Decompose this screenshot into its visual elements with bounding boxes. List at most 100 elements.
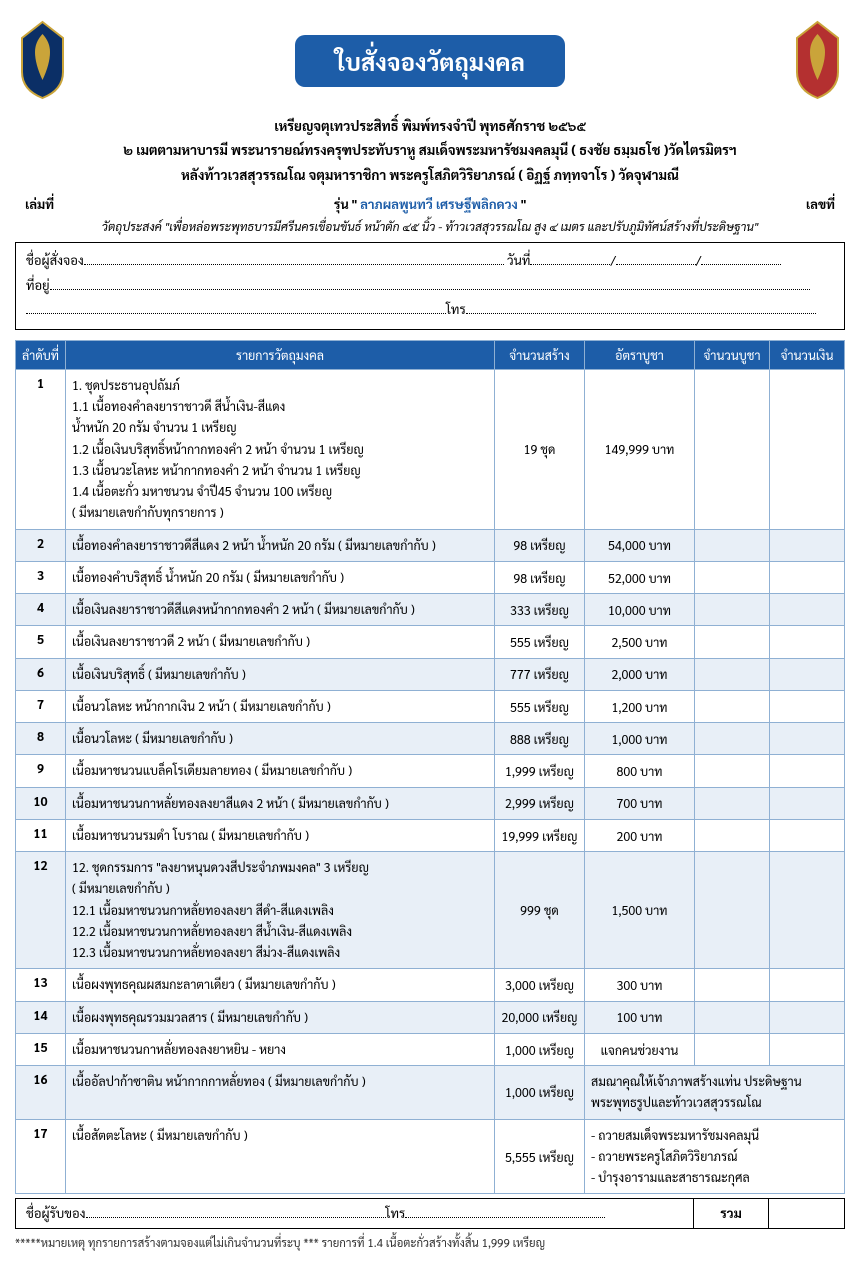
cell-price: 700 บาท bbox=[585, 787, 695, 819]
cell-qty: 777 เหรียญ bbox=[495, 658, 585, 690]
name-label: ชื่อผู้สั่งจอง bbox=[26, 252, 84, 269]
form-box: ชื่อผู้สั่งจอง วันที่// ที่อยู่ โทร bbox=[15, 242, 845, 330]
cell-amount[interactable] bbox=[770, 369, 845, 529]
table-row: 8เนื้อนวโลหะ ( มีหมายเลขกำกับ )888 เหรีย… bbox=[16, 723, 845, 755]
cell-price: แจกคนช่วยงาน bbox=[585, 1033, 695, 1065]
cell-item: เนื้อทองคำลงยาราชาวดีสีแดง 2 หน้า น้ำหนั… bbox=[66, 529, 495, 561]
cell-item: เนื้อมหาชนวนแบล็คโรเดียมลายทอง ( มีหมายเ… bbox=[66, 755, 495, 787]
cell-qty-buy[interactable] bbox=[695, 1001, 770, 1033]
cell-qty: 555 เหรียญ bbox=[495, 690, 585, 722]
table-row: 2เนื้อทองคำลงยาราชาวดีสีแดง 2 หน้า น้ำหน… bbox=[16, 529, 845, 561]
title-pill: ใบสั่งจองวัตถุมงคล bbox=[295, 35, 565, 87]
emblem-left bbox=[15, 20, 70, 100]
subtitle-line1: เหรียญจตุเทวประสิทธิ์ พิมพ์ทรงจำปี พุทธศ… bbox=[15, 115, 845, 139]
col-header-3: อัตราบูชา bbox=[585, 340, 695, 369]
subtitle-line2: ๒ เมตตามหาบารมี พระนารายณ์ทรงครุฑประทับร… bbox=[15, 139, 845, 163]
cell-idx: 10 bbox=[16, 787, 66, 819]
cell-price: 10,000 บาท bbox=[585, 594, 695, 626]
subtitle-block: เหรียญจตุเทวประสิทธิ์ พิมพ์ทรงจำปี พุทธศ… bbox=[15, 115, 845, 188]
cell-price: 800 บาท bbox=[585, 755, 695, 787]
cell-price: 2,500 บาท bbox=[585, 626, 695, 658]
cell-amount[interactable] bbox=[770, 723, 845, 755]
cell-qty-buy[interactable] bbox=[695, 561, 770, 593]
date-label: วันที่ bbox=[507, 252, 530, 269]
cell-idx: 17 bbox=[16, 1119, 66, 1194]
cell-qty-buy[interactable] bbox=[695, 852, 770, 969]
cell-item: เนื้อมหาชนวนกาหลั่ยทองลงยาสีแดง 2 หน้า (… bbox=[66, 787, 495, 819]
cell-amount[interactable] bbox=[770, 787, 845, 819]
cell-item: 12. ชุดกรรมการ "ลงยาหนุนดวงสีประจำภพมงคล… bbox=[66, 852, 495, 969]
cell-qty-buy[interactable] bbox=[695, 787, 770, 819]
purpose-text: วัตถุประสงค์ "เพื่อหล่อพระพุทธบารมีศรีนค… bbox=[15, 218, 845, 234]
cell-amount[interactable] bbox=[770, 690, 845, 722]
cell-amount[interactable] bbox=[770, 969, 845, 1001]
cell-price: 300 บาท bbox=[585, 969, 695, 1001]
cell-item: เนื้อผงพุทธคุณรวมมวลสาร ( มีหมายเลขกำกับ… bbox=[66, 1001, 495, 1033]
table-row: 10เนื้อมหาชนวนกาหลั่ยทองลงยาสีแดง 2 หน้า… bbox=[16, 787, 845, 819]
cell-qty-buy[interactable] bbox=[695, 755, 770, 787]
col-header-1: รายการวัตถุมงคล bbox=[66, 340, 495, 369]
cell-qty: 5,555 เหรียญ bbox=[495, 1119, 585, 1194]
table-header: ลำดับที่รายการวัตถุมงคลจำนวนสร้างอัตราบู… bbox=[16, 340, 845, 369]
cell-qty-buy[interactable] bbox=[695, 529, 770, 561]
cell-amount[interactable] bbox=[770, 529, 845, 561]
cell-price: 200 บาท bbox=[585, 819, 695, 851]
cell-amount[interactable] bbox=[770, 594, 845, 626]
cell-price: 1,200 บาท bbox=[585, 690, 695, 722]
cell-amount[interactable] bbox=[770, 1033, 845, 1065]
cell-qty-buy[interactable] bbox=[695, 690, 770, 722]
cell-amount[interactable] bbox=[770, 561, 845, 593]
cell-price: - ถวายสมเด็จพระมหารัชมงคลมุนี- ถวายพระคร… bbox=[585, 1119, 845, 1194]
cell-qty: 98 เหรียญ bbox=[495, 529, 585, 561]
cell-qty-buy[interactable] bbox=[695, 1033, 770, 1065]
cell-amount[interactable] bbox=[770, 852, 845, 969]
cell-qty-buy[interactable] bbox=[695, 723, 770, 755]
cell-qty-buy[interactable] bbox=[695, 594, 770, 626]
tel-label: โทร bbox=[446, 301, 466, 318]
cell-amount[interactable] bbox=[770, 626, 845, 658]
table-row: 3เนื้อทองคำบริสุทธิ์ น้ำหนัก 20 กรัม ( ม… bbox=[16, 561, 845, 593]
cell-idx: 3 bbox=[16, 561, 66, 593]
cell-amount[interactable] bbox=[770, 755, 845, 787]
cell-amount[interactable] bbox=[770, 1001, 845, 1033]
cell-item: 1. ชุดประธานอุปถัมภ์1.1 เนื้อทองคำลงยารา… bbox=[66, 369, 495, 529]
table-row: 4เนื้อเงินลงยาราชาวดีสีแดงหน้ากากทองคำ 2… bbox=[16, 594, 845, 626]
cell-price: 149,999 บาท bbox=[585, 369, 695, 529]
table-row: 1212. ชุดกรรมการ "ลงยาหนุนดวงสีประจำภพมง… bbox=[16, 852, 845, 969]
cell-qty: 20,000 เหรียญ bbox=[495, 1001, 585, 1033]
cell-qty-buy[interactable] bbox=[695, 969, 770, 1001]
cell-item: เนื้อนวโลหะ ( มีหมายเลขกำกับ ) bbox=[66, 723, 495, 755]
cell-idx: 11 bbox=[16, 819, 66, 851]
cell-qty-buy[interactable] bbox=[695, 626, 770, 658]
cell-idx: 13 bbox=[16, 969, 66, 1001]
col-header-4: จำนวนบูชา bbox=[695, 340, 770, 369]
emblem-right bbox=[790, 20, 845, 100]
run-row: เล่มที่ รุ่น " ลาภผลพูนทวี เศรษฐีพลิกดวง… bbox=[15, 196, 845, 213]
table-row: 14เนื้อผงพุทธคุณรวมมวลสาร ( มีหมายเลขกำก… bbox=[16, 1001, 845, 1033]
cell-idx: 15 bbox=[16, 1033, 66, 1065]
cell-qty-buy[interactable] bbox=[695, 369, 770, 529]
table-body: 11. ชุดประธานอุปถัมภ์1.1 เนื้อทองคำลงยาร… bbox=[16, 369, 845, 1194]
cell-qty-buy[interactable] bbox=[695, 819, 770, 851]
cell-price: 54,000 บาท bbox=[585, 529, 695, 561]
cell-amount[interactable] bbox=[770, 658, 845, 690]
cell-price: 52,000 บาท bbox=[585, 561, 695, 593]
cell-amount[interactable] bbox=[770, 819, 845, 851]
cell-item: เนื้อมหาชนวนกาหลั่ยทองลงยาหยิน - หยาง bbox=[66, 1033, 495, 1065]
cell-item: เนื้อสัตตะโลหะ ( มีหมายเลขกำกับ ) bbox=[66, 1119, 495, 1194]
cell-qty-buy[interactable] bbox=[695, 658, 770, 690]
table-row: 9เนื้อมหาชนวนแบล็คโรเดียมลายทอง ( มีหมาย… bbox=[16, 755, 845, 787]
cell-item: เนื้อเงินลงยาราชาวดี 2 หน้า ( มีหมายเลขก… bbox=[66, 626, 495, 658]
header-row: ใบสั่งจองวัตถุมงคล bbox=[15, 20, 845, 100]
cell-item: เนื้อเงินลงยาราชาวดีสีแดงหน้ากากทองคำ 2 … bbox=[66, 594, 495, 626]
book-label: เล่มที่ bbox=[25, 196, 54, 213]
cell-qty: 999 ชุด bbox=[495, 852, 585, 969]
cell-qty: 1,000 เหรียญ bbox=[495, 1066, 585, 1120]
subtitle-line3: หลังท้าวเวสสุวรรณโณ จตุมหาราชิกา พระครูโ… bbox=[15, 164, 845, 188]
cell-qty: 1,999 เหรียญ bbox=[495, 755, 585, 787]
cell-item: เนื้ออัลปาก้าซาติน หน้ากากกาหลั่ยทอง ( ม… bbox=[66, 1066, 495, 1120]
table-row: 13เนื้อผงพุทธคุณผสมกะลาตาเดียว ( มีหมายเ… bbox=[16, 969, 845, 1001]
cell-qty: 98 เหรียญ bbox=[495, 561, 585, 593]
cell-price: 1,500 บาท bbox=[585, 852, 695, 969]
table-row: 6เนื้อเงินบริสุทธิ์ ( มีหมายเลขกำกับ )77… bbox=[16, 658, 845, 690]
